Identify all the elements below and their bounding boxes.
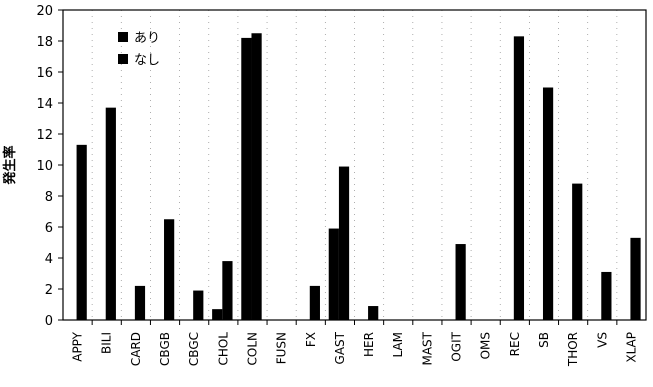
legend-label: あり [134, 31, 160, 46]
bars [76, 33, 641, 321]
bar-card-nashi [134, 285, 146, 320]
x-tick-label: OMS [479, 332, 493, 359]
bar-gast-ari [328, 228, 339, 320]
y-tick-label: 0 [45, 314, 53, 329]
x-tick-label: OGIT [450, 331, 464, 361]
x-tick-label: SB [537, 332, 551, 348]
y-axis-title: 発生率 [2, 145, 18, 185]
x-tick-label: CHOL [216, 332, 230, 366]
x-axis-labels: APPY BILI CARD CBGB CBGC CHOL COLN FUSN FX GAST HE… [71, 331, 639, 367]
bar-sb-nashi [542, 87, 554, 320]
x-tick-label: FUSN [275, 332, 289, 364]
y-axis-ticks: 0 2 4 6 8 10 12 14 16 18 20 [36, 4, 63, 329]
y-tick-label: 10 [36, 159, 53, 174]
bar-fx-nashi [309, 285, 320, 320]
x-tick-label: BILI [100, 332, 114, 354]
bar-cbgb-nashi [164, 219, 175, 320]
bar-xlap-nashi [630, 237, 641, 320]
bar-chol-nashi [222, 261, 233, 320]
bar-bili-nashi [105, 107, 116, 321]
bar-cbgc-nashi [193, 290, 204, 320]
x-tick-label: CARD [129, 332, 143, 366]
bar-coln-ari [241, 37, 252, 321]
y-tick-label: 14 [36, 97, 53, 112]
bar-vs-nashi [601, 271, 612, 320]
y-tick-label: 6 [45, 221, 53, 236]
x-tick-label: GAST [333, 331, 347, 364]
x-tick-label: REC [508, 332, 522, 356]
bar-appy-nashi [76, 144, 87, 320]
bar-her-nashi [368, 306, 379, 320]
legend-swatch [118, 54, 128, 64]
bar-chol-ari [212, 309, 223, 320]
legend-label: なし [134, 53, 160, 68]
x-tick-label: LAM [391, 332, 405, 358]
y-tick-label: 4 [45, 252, 53, 267]
y-tick-label: 2 [45, 283, 53, 298]
y-tick-label: 8 [45, 190, 53, 205]
x-tick-label: COLN [245, 332, 259, 366]
x-tick-label: APPY [71, 331, 85, 361]
bar-coln-nashi [251, 33, 262, 320]
y-tick-label: 16 [36, 66, 53, 81]
x-tick-label: HER [362, 332, 376, 357]
x-tick-label: FX [304, 332, 318, 347]
y-tick-label: 20 [36, 4, 53, 19]
category-separators [91, 10, 618, 325]
y-tick-label: 12 [36, 128, 53, 143]
x-tick-label: THOR [566, 332, 580, 367]
bar-ogit-nashi [455, 244, 466, 320]
bar-rec-nashi [513, 36, 525, 320]
x-tick-label: MAST [420, 331, 434, 365]
y-tick-label: 18 [36, 35, 53, 50]
bar-thor-nashi [572, 183, 583, 320]
x-tick-label: XLAP [624, 332, 638, 363]
x-tick-label: CBGB [158, 332, 172, 366]
plot-area-frame [62, 9, 647, 321]
x-tick-label: CBGC [187, 332, 201, 366]
x-tick-label: VS [595, 332, 609, 348]
legend-swatch [118, 32, 128, 42]
bar-gast-nashi [338, 166, 350, 320]
